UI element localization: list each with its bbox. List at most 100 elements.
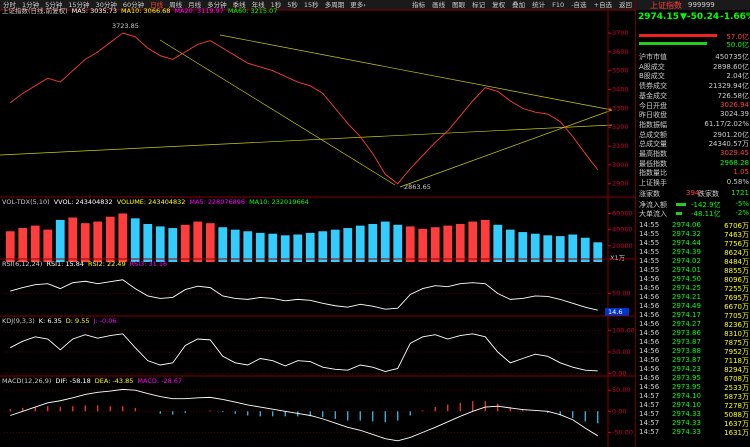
period-tab[interactable]: 年线: [252, 0, 266, 9]
period-tab[interactable]: 周线: [169, 0, 183, 9]
trend-line: [399, 109, 613, 188]
stat-value: 3029.45: [720, 149, 749, 157]
period-tab[interactable]: 15秒: [304, 0, 319, 9]
trade-price: 2973.95: [672, 374, 701, 382]
trade-time: 14:56: [639, 293, 660, 301]
period-tab[interactable]: 多分钟: [207, 0, 227, 9]
trade-volume: 8624万: [724, 249, 749, 257]
inflow-pct: -2%: [735, 209, 749, 217]
period-tab[interactable]: 分时: [3, 0, 17, 9]
series-line: [10, 388, 598, 442]
bar: [209, 410, 211, 412]
legend-item: RSI3: 31.16: [130, 260, 168, 268]
bar: [93, 221, 103, 262]
menu-item[interactable]: 图眼: [452, 1, 466, 9]
trade-volume: 7705万: [724, 312, 749, 320]
trade-price: 2973.86: [672, 329, 701, 337]
y-tick-label: 50.00: [612, 290, 631, 298]
bar: [455, 223, 465, 262]
bar: [43, 229, 53, 262]
trade-time: 14:56: [639, 338, 660, 346]
trade-price: 2974.39: [672, 248, 701, 256]
toolbar-bg: [0, 0, 635, 10]
menu-item[interactable]: 指标: [412, 0, 426, 9]
trade-price: 2973.87: [672, 356, 701, 364]
series-line: [10, 333, 598, 372]
stat-label: 最低指数: [639, 159, 667, 168]
stat-label: 沪市市值: [639, 53, 667, 61]
menu-item[interactable]: F10: [552, 1, 564, 9]
period-tab[interactable]: 多周期: [325, 0, 345, 9]
legend-item: K: 6.35: [39, 317, 62, 325]
legend-item: RSI(6,12,24): [2, 260, 42, 268]
bar: [459, 402, 461, 412]
menu-item[interactable]: 复权: [492, 0, 506, 9]
unit-label: X1万: [610, 254, 626, 262]
bar: [509, 407, 511, 412]
trade-volume: 7875万: [724, 339, 749, 347]
bar: [497, 403, 499, 412]
y-tick-label: 3600: [612, 48, 629, 56]
trade-price: 2973.95: [672, 383, 701, 391]
trade-volume: 1637万: [724, 420, 749, 428]
period-tab[interactable]: 5分钟: [45, 0, 63, 9]
bar: [418, 228, 428, 262]
trade-time: 14:55: [639, 248, 660, 256]
trade-time: 14:56: [639, 329, 660, 337]
period-tab[interactable]: 季线: [233, 0, 247, 9]
period-tab[interactable]: 60分钟: [123, 0, 145, 9]
bar: [393, 224, 403, 262]
trade-time: 14:56: [639, 365, 660, 373]
legend-item: MA20: 3119.97: [174, 7, 223, 15]
bar: [430, 227, 440, 262]
bar: [222, 411, 224, 413]
bar: [130, 218, 140, 262]
period-tab[interactable]: 月线: [188, 0, 202, 9]
legend-item: MACD: -28.67: [137, 377, 182, 385]
bar: [434, 407, 436, 412]
trade-volume: 1631万: [724, 429, 749, 437]
bar: [122, 406, 124, 412]
period-tab[interactable]: 更多›: [350, 0, 366, 9]
bar: [493, 224, 503, 262]
menu-item[interactable]: 画线: [432, 0, 446, 9]
trade-volume: 8310万: [724, 330, 749, 338]
stat-label: 最高指数: [639, 150, 667, 158]
trade-volume: 7756万: [724, 240, 749, 248]
bar: [468, 221, 478, 262]
menu-item[interactable]: 标记: [472, 0, 486, 9]
y-tick-label: 3700: [612, 29, 629, 37]
y-tick-label: 3300: [612, 104, 629, 112]
panel-legend: KDJ(9,3,3) K: 6.35 D: 9.55 J: -0.06: [2, 317, 117, 325]
quote-price: 2974.15: [638, 12, 679, 22]
bar: [55, 219, 65, 262]
period-tab[interactable]: 5秒: [287, 0, 298, 9]
stat-label: 基金成交: [639, 91, 667, 100]
period-tab[interactable]: 30分钟: [96, 0, 118, 9]
menu-item[interactable]: -自选: [571, 0, 587, 9]
menu-item[interactable]: 叠加: [512, 0, 525, 9]
trade-time: 14:56: [639, 320, 660, 328]
bar: [230, 229, 240, 262]
y-tick-label: 0.00: [612, 370, 626, 378]
trade-time: 14:55: [639, 257, 660, 265]
current-label: 14.6: [608, 308, 622, 316]
period-tab[interactable]: 日线: [150, 0, 164, 9]
inflow-pct: -5%: [735, 200, 749, 208]
bar: [518, 232, 528, 262]
bar: [593, 242, 603, 262]
panel-legend: RSI(6,12,24) RSI1: 15.84 RSI2: 22.49 RSI3: …: [2, 260, 167, 268]
bar: [597, 411, 599, 424]
bar: [97, 405, 99, 412]
panel-legend: 上证指数(日线,前复权) MA5: 3035.73 MA10: 3066.68 MA2…: [2, 6, 277, 15]
period-tab[interactable]: 1秒: [271, 0, 282, 9]
menu-item[interactable]: 统计: [532, 0, 546, 9]
header-bg: [636, 0, 750, 10]
stat-label: B股成交: [639, 72, 665, 81]
menu-item[interactable]: +自选: [594, 0, 613, 9]
period-tab[interactable]: 15分钟: [68, 0, 90, 9]
current-marker: [605, 308, 629, 316]
menu-item[interactable]: 返回: [619, 1, 632, 9]
period-tab[interactable]: 1分钟: [22, 0, 40, 9]
